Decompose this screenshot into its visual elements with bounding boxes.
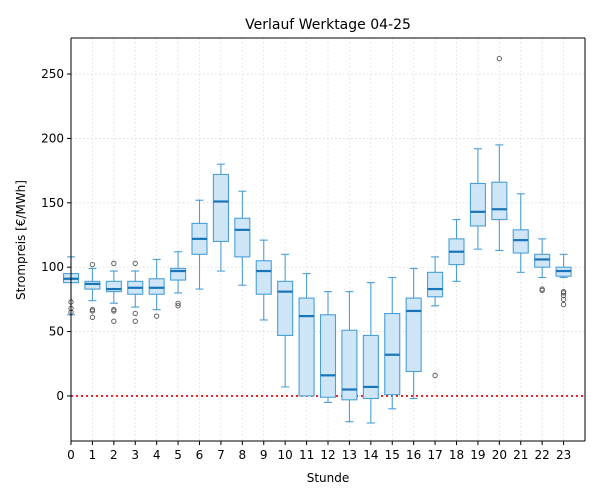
box-hour-23 [555, 253, 572, 308]
x-tick-label: 17 [427, 448, 442, 462]
box-iqr [277, 280, 294, 336]
box-iqr [148, 278, 165, 295]
box-iqr [469, 182, 486, 227]
x-axis-label: Stunde [307, 471, 350, 485]
x-tick-label: 20 [492, 448, 507, 462]
box-hour-17 [427, 256, 444, 378]
box-iqr [405, 297, 422, 373]
x-tick-label: 18 [449, 448, 464, 462]
x-tick-label: 11 [299, 448, 314, 462]
x-tick-label: 5 [174, 448, 182, 462]
outlier-point [89, 307, 96, 313]
box-iqr [170, 267, 187, 281]
box-iqr [362, 334, 379, 400]
box-hour-15 [384, 276, 401, 410]
x-tick-label: 1 [89, 448, 97, 462]
box-hour-2 [105, 260, 122, 324]
x-tick-label: 14 [363, 448, 378, 462]
outlier-point [560, 296, 567, 303]
box-hour-11 [298, 273, 315, 397]
chart-title: Verlauf Werktage 04-25 [245, 17, 411, 33]
box-hour-10 [277, 253, 294, 388]
box-iqr [341, 329, 358, 401]
x-tick-label: 12 [320, 448, 335, 462]
box-hour-20 [491, 55, 508, 251]
outlier-point [111, 318, 117, 324]
x-tick-label: 0 [67, 448, 75, 462]
box-iqr [512, 229, 529, 254]
box-hour-7 [212, 163, 229, 272]
box-iqr [491, 181, 508, 221]
box-hour-12 [319, 291, 337, 403]
box-hour-8 [234, 190, 251, 286]
box-hour-6 [191, 199, 208, 290]
outlier-point [132, 318, 138, 324]
x-tick-label: 2 [110, 448, 118, 462]
x-tick-label: 8 [239, 448, 247, 462]
box-hour-5 [170, 251, 187, 309]
x-tick-label: 6 [196, 448, 204, 462]
outlier-point [496, 55, 502, 62]
outlier-point [154, 313, 160, 319]
x-tick-label: 7 [217, 448, 225, 462]
y-axis-ticks: 0 50 100 150 200 250 [41, 67, 71, 403]
y-tick-label: 200 [41, 131, 64, 145]
x-tick-label: 21 [513, 448, 528, 462]
x-tick-label: 3 [131, 448, 139, 462]
outlier-point [89, 261, 96, 268]
box-iqr [298, 297, 315, 397]
box-hour-18 [448, 218, 465, 282]
outlier-point [432, 372, 438, 378]
outlier-point [175, 300, 181, 306]
box-hour-13 [341, 291, 358, 423]
outlier-point [560, 301, 567, 308]
outlier-point [111, 260, 117, 266]
box-iqr [105, 280, 122, 293]
outlier-point [560, 292, 567, 299]
x-tick-label: 4 [153, 448, 161, 462]
outlier-point [132, 310, 138, 317]
box-hour-1 [84, 261, 101, 321]
y-tick-label: 0 [56, 389, 64, 403]
x-tick-label: 9 [260, 448, 268, 462]
box-iqr [234, 217, 251, 258]
outlier-point [539, 286, 545, 292]
x-tick-label: 16 [406, 448, 421, 462]
y-axis-label: Strompreis [€/MWh] [14, 180, 28, 300]
x-tick-label: 10 [278, 448, 293, 462]
outlier-point [89, 314, 96, 321]
x-axis-ticks: 0 1 2 3 4 5 6 7 8 9 10 11 12 13 14 15 16 17 18 19 20 21 22 23 [67, 441, 571, 462]
box-iqr [427, 271, 444, 298]
box-hour-22 [534, 238, 551, 294]
box-iqr [212, 173, 229, 242]
box-iqr [84, 280, 101, 290]
box-iqr [255, 260, 272, 295]
x-tick-label: 13 [342, 448, 357, 462]
outlier-point [560, 288, 567, 295]
box-hour-3 [127, 260, 144, 324]
boxes-group [62, 55, 572, 424]
box-hour-4 [148, 258, 165, 319]
x-tick-label: 19 [470, 448, 485, 462]
box-iqr [534, 253, 551, 268]
y-tick-label: 150 [41, 196, 64, 210]
x-tick-label: 22 [535, 448, 550, 462]
outlier-point [111, 307, 117, 313]
box-hour-9 [255, 239, 272, 321]
box-hour-16 [405, 267, 422, 400]
x-tick-label: 15 [385, 448, 400, 462]
box-hour-19 [469, 148, 486, 250]
y-tick-label: 50 [49, 325, 64, 339]
box-iqr [319, 314, 337, 398]
x-tick-label: 23 [556, 448, 571, 462]
box-hour-14 [362, 282, 379, 424]
y-tick-label: 100 [41, 260, 64, 274]
box-hour-21 [512, 193, 529, 273]
outlier-point [132, 260, 138, 266]
y-tick-label: 250 [41, 67, 64, 81]
outlier-point [175, 303, 181, 309]
